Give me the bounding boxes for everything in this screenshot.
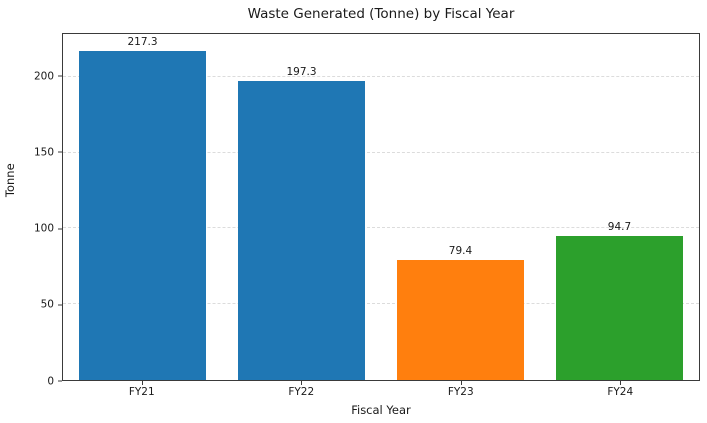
x-axis-label: Fiscal Year	[351, 403, 411, 417]
y-tick-label: 0	[47, 374, 54, 387]
x-tick-label: FY22	[288, 386, 315, 398]
y-tick-labels: 0 50 100 150 200	[0, 33, 54, 386]
x-tick-label: FY21	[128, 386, 155, 398]
y-tick-label: 150	[33, 146, 54, 159]
gridline	[63, 75, 699, 77]
bar-value-label: 217.3	[127, 35, 158, 48]
bar-value-label: 197.3	[286, 65, 317, 78]
y-tick-label: 50	[40, 298, 54, 311]
y-tick-mark	[58, 380, 62, 382]
x-tick-label: FY23	[447, 386, 474, 398]
gridline	[63, 227, 699, 229]
y-tick-mark	[58, 75, 62, 77]
gridline	[63, 151, 699, 153]
x-tick-mark	[141, 381, 143, 385]
bar-fy23	[396, 259, 525, 380]
y-tick-marks	[58, 33, 62, 382]
y-tick-label: 200	[33, 69, 54, 82]
y-tick-mark	[58, 151, 62, 153]
x-tick-labels: FY21 FY22 FY23 FY24	[62, 386, 700, 400]
x-tick-marks	[62, 381, 700, 385]
x-tick-mark	[301, 381, 303, 385]
y-tick-mark	[58, 304, 62, 306]
y-tick-mark	[58, 228, 62, 230]
bar-fy22	[237, 80, 366, 380]
plot-area: 217.3 197.3 79.4 94.7	[62, 33, 700, 381]
chart-title: Waste Generated (Tonne) by Fiscal Year	[247, 6, 515, 22]
y-tick-label: 100	[33, 222, 54, 235]
x-tick-mark	[620, 381, 622, 385]
bar-value-label: 79.4	[448, 244, 473, 257]
x-tick-mark	[460, 381, 462, 385]
gridline	[63, 303, 699, 305]
bar-fy21	[78, 50, 207, 380]
x-tick-label: FY24	[607, 386, 634, 398]
bar-fy24	[555, 236, 684, 380]
bar-value-label: 94.7	[607, 221, 632, 234]
